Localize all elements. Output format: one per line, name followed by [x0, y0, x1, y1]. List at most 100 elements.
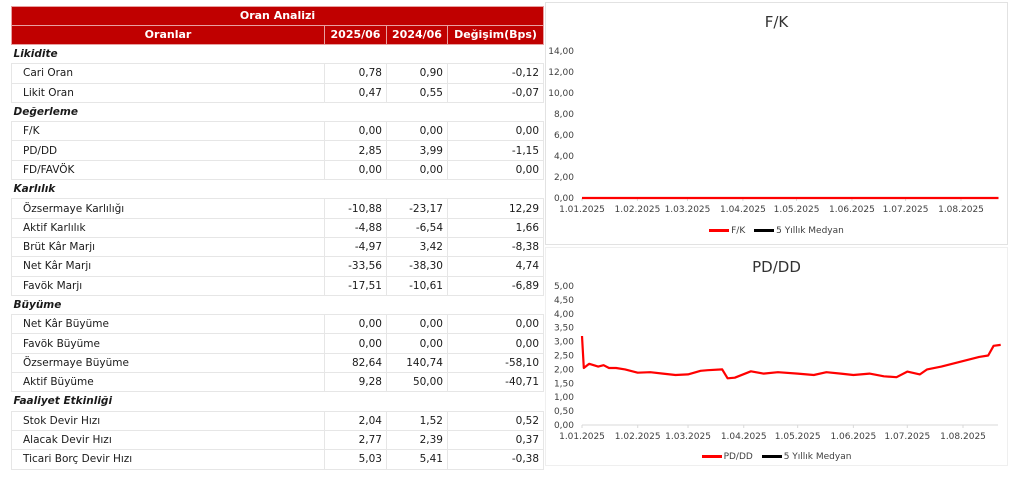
y-tick-label: 4,00 — [554, 310, 574, 320]
y-tick-label: 2,00 — [554, 365, 574, 375]
value-change-bps: 0,52 — [446, 410, 545, 431]
y-tick-label: 2,50 — [554, 352, 574, 362]
y-tick-label: 5,00 — [554, 282, 574, 292]
value-change-bps: 4,74 — [446, 256, 545, 277]
x-tick-label: 1.08.2025 — [938, 205, 984, 215]
x-tick-label: 1.02.2025 — [615, 432, 661, 442]
value-2025-06: 0,00 — [324, 121, 387, 142]
section-row: Faaliyet Etkinliği — [11, 391, 544, 412]
value-2025-06: 0,00 — [324, 333, 387, 354]
value-2025-06: 0,00 — [324, 314, 387, 335]
table-row: Aktif Karlılık -4,88 -6,54 1,66 — [11, 217, 545, 238]
y-tick-label: 1,00 — [554, 393, 574, 403]
section-label: Likidite — [11, 43, 544, 65]
series-line-pd-dd — [580, 335, 1001, 380]
value-change-bps: -40,71 — [446, 372, 545, 393]
y-tick-label: 0,50 — [554, 407, 574, 417]
value-change-bps: 1,66 — [446, 217, 545, 238]
value-change-bps: -1,15 — [446, 140, 545, 161]
table-row: Stok Devir Hızı 2,04 1,52 0,52 — [11, 410, 545, 431]
x-tick-label: 1.07.2025 — [883, 205, 929, 215]
chart-legend: F/K 5 Yıllık Medyan — [546, 225, 1007, 236]
y-tick-label: 0,00 — [554, 421, 574, 431]
table-row: Alacak Devir Hızı 2,77 2,39 0,37 — [11, 429, 545, 451]
table-row: Aktif Büyüme 9,28 50,00 -40,71 — [11, 372, 545, 393]
pb-ratio-chart: PD/DD 0,00 0,50 1,00 1,50 2,00 2,50 3,00 3,50 4,… — [545, 247, 1008, 466]
table-row: F/K 0,00 0,00 0,00 — [11, 121, 545, 142]
ratio-name: Stok Devir Hızı — [11, 410, 325, 431]
ratio-name: FD/FAVÖK — [11, 159, 325, 181]
x-tick-label: 1.07.2025 — [884, 432, 930, 442]
legend-swatch-black-line-icon — [761, 455, 782, 458]
value-2024-06: 0,00 — [386, 121, 448, 142]
y-tick-label: 12,00 — [548, 68, 574, 78]
section-row: Karlılık — [11, 179, 544, 200]
ratio-name: Aktif Karlılık — [11, 217, 325, 238]
ratio-name: Ticari Borç Devir Hızı — [11, 449, 325, 470]
table-row: Likit Oran 0,47 0,55 -0,07 — [11, 82, 545, 103]
ratio-name: Özsermaye Büyüme — [11, 352, 325, 374]
y-tick-label: 4,00 — [554, 152, 574, 162]
ratio-name: Alacak Devir Hızı — [11, 429, 325, 451]
y-tick-label: 6,00 — [554, 131, 574, 141]
chart-title: PD/DD — [752, 258, 801, 276]
value-2024-06: 5,41 — [386, 449, 448, 470]
value-change-bps: 0,00 — [446, 121, 545, 142]
value-change-bps: -8,38 — [446, 236, 545, 258]
x-tick-label: 1.06.2025 — [830, 432, 876, 442]
table-row: FD/FAVÖK 0,00 0,00 0,00 — [11, 159, 545, 181]
table-row: Favök Büyüme 0,00 0,00 0,00 — [11, 333, 545, 354]
section-row: Değerleme — [11, 101, 544, 123]
value-2025-06: 2,77 — [324, 429, 387, 451]
x-tick-label: 1.03.2025 — [665, 205, 711, 215]
y-tick-label: 3,00 — [554, 338, 574, 348]
ratio-name: F/K — [11, 121, 325, 142]
y-tick-label: 3,50 — [554, 324, 574, 334]
value-change-bps: -0,38 — [446, 449, 545, 470]
value-change-bps: -58,10 — [446, 352, 545, 374]
value-2024-06: 0,00 — [386, 333, 448, 354]
legend-swatch-red-line-icon — [709, 229, 730, 232]
value-change-bps: -6,89 — [446, 275, 545, 296]
pe-ratio-chart: F/K 0,00 2,00 4,00 6,00 8,00 10,00 12,00 14,00 1… — [545, 2, 1008, 245]
x-tick-label: 1.08.2025 — [940, 432, 986, 442]
value-2025-06: -17,51 — [324, 275, 387, 296]
table-row: Özsermaye Karlılığı -10,88 -23,17 12,29 — [11, 198, 545, 219]
column-header-ratios: Oranlar — [11, 25, 325, 45]
ratio-name: Net Kâr Büyüme — [11, 314, 325, 335]
legend-item-pb: PD/DD — [701, 451, 753, 462]
ratio-analysis-table: Oran Analizi Oranlar 2025/06 2024/06 Değ… — [10, 6, 545, 470]
legend-label: PD/DD — [723, 451, 753, 462]
column-header-2024-06: 2024/06 — [386, 25, 448, 45]
legend-label: 5 Yıllık Medyan — [776, 225, 844, 236]
table-row: Brüt Kâr Marjı -4,97 3,42 -8,38 — [11, 236, 545, 258]
x-tick-label: 1.01.2025 — [559, 432, 605, 442]
section-label: Karlılık — [11, 179, 544, 200]
column-header-2025-06: 2025/06 — [324, 25, 387, 45]
value-change-bps: 0,00 — [446, 314, 545, 335]
table-row: Cari Oran 0,78 0,90 -0,12 — [11, 63, 545, 84]
legend-swatch-red-line-icon — [701, 455, 722, 458]
value-2024-06: 140,74 — [386, 352, 448, 374]
ratio-name: Aktif Büyüme — [11, 372, 325, 393]
y-tick-label: 4,50 — [554, 296, 574, 306]
section-label: Büyüme — [11, 294, 544, 316]
value-2025-06: -4,97 — [324, 236, 387, 258]
ratio-name: Brüt Kâr Marjı — [11, 236, 325, 258]
legend-label: F/K — [731, 225, 746, 236]
legend-item-pe: F/K — [709, 226, 745, 236]
value-change-bps: 0,37 — [446, 429, 545, 451]
value-2024-06: -10,61 — [386, 275, 448, 296]
table-row: PD/DD 2,85 3,99 -1,15 — [11, 140, 545, 161]
y-tick-label: 0,00 — [554, 194, 574, 204]
ratio-name: Favök Marjı — [11, 275, 325, 296]
value-change-bps: -0,07 — [446, 82, 545, 103]
y-tick-label: 2,00 — [554, 173, 574, 183]
x-tick-label: 1.06.2025 — [829, 205, 875, 215]
ratio-name: Özsermaye Karlılığı — [11, 198, 325, 219]
legend-item-median: 5 Yıllık Medyan — [761, 452, 851, 462]
y-tick-label: 8,00 — [554, 110, 574, 120]
value-2025-06: 0,78 — [324, 63, 387, 84]
table-row: Favök Marjı -17,51 -10,61 -6,89 — [11, 275, 545, 296]
section-row: Büyüme — [11, 294, 544, 316]
